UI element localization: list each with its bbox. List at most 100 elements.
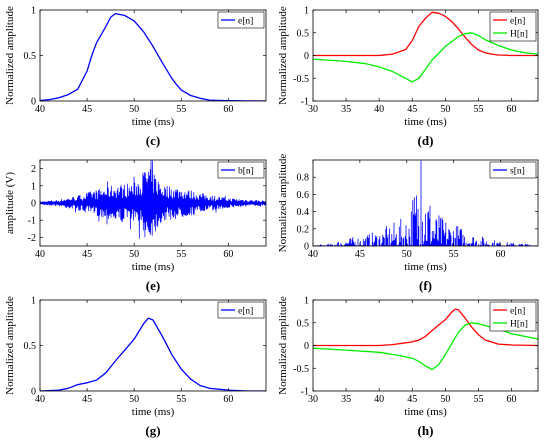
legend-label: b[n]: [238, 167, 254, 177]
y-tick-label: -0.5: [293, 74, 309, 85]
y-tick-label: 1: [31, 296, 36, 307]
panel-caption: (c): [146, 133, 160, 148]
panel-caption: (f): [419, 278, 432, 293]
y-axis-label: Normalized amplitude: [277, 296, 289, 395]
x-tick-label: 40: [35, 249, 45, 260]
panel-caption: (g): [145, 423, 160, 438]
y-tick-label: 0.8: [297, 173, 310, 184]
chart-panel: 30 35 40 45 50 55 60 -1 -0.5 0 0.5 1 time (ms) Normal…: [277, 296, 539, 438]
x-tick-label: 55: [176, 104, 186, 115]
y-tick-label: 0.6: [297, 190, 310, 201]
legend-label: H[n]: [510, 30, 528, 40]
y-tick-label: 0: [304, 341, 309, 352]
series-line: [313, 308, 538, 347]
x-tick-label: 40: [374, 394, 384, 405]
series-line: [313, 11, 538, 57]
y-axis-label: amplitude (V): [4, 172, 16, 234]
y-tick-label: 1: [31, 6, 36, 17]
y-tick-label: 0.5: [24, 51, 37, 62]
chart-panel: 40 45 50 55 60 -2 -1 0 1 2 time (ms) amplitude (V) b…: [4, 159, 267, 293]
y-tick-label: 0: [31, 97, 36, 108]
plot-frame: [312, 159, 539, 247]
y-tick-label: 0.5: [297, 318, 310, 329]
series-line: [40, 160, 266, 239]
x-axis-label: time (ms): [404, 406, 447, 418]
y-tick-label: -1: [301, 387, 309, 398]
x-tick-label: 45: [407, 394, 417, 405]
x-tick-label: 50: [440, 104, 450, 115]
legend-label: e[n]: [510, 17, 525, 27]
series-line: [40, 12, 266, 101]
y-tick-label: -1: [28, 216, 36, 227]
panel-caption: (h): [418, 423, 434, 438]
x-tick-label: 50: [440, 394, 450, 405]
x-tick-label: 60: [223, 104, 233, 115]
panel-caption: (e): [146, 278, 160, 293]
y-axis-label: Normalized amplitude: [4, 6, 16, 105]
chart-panel: 40 45 50 55 60 0 0.5 1 time (ms) Normalized ampli…: [4, 6, 267, 148]
y-tick-label: 1: [304, 296, 309, 307]
x-tick-label: 55: [449, 249, 459, 260]
x-tick-label: 30: [308, 104, 318, 115]
x-tick-label: 60: [223, 249, 233, 260]
y-tick-label: 0: [31, 199, 36, 210]
legend-box: [489, 161, 537, 179]
x-axis-label: time (ms): [132, 406, 175, 418]
y-axis-label: Normalized amplitude: [277, 154, 289, 253]
x-tick-label: 45: [355, 249, 365, 260]
x-tick-label: 40: [374, 104, 384, 115]
y-tick-label: 0.4: [297, 207, 310, 218]
x-tick-label: 40: [35, 104, 45, 115]
y-tick-label: -1: [301, 97, 309, 108]
x-tick-label: 60: [223, 394, 233, 405]
x-tick-label: 55: [176, 394, 186, 405]
x-axis-label: time (ms): [132, 116, 175, 128]
x-tick-label: 55: [473, 394, 483, 405]
y-tick-label: 0: [304, 242, 309, 253]
legend-label: H[n]: [510, 320, 528, 330]
legend-box: [217, 161, 265, 179]
x-tick-label: 50: [129, 249, 139, 260]
legend-box: [489, 301, 537, 332]
y-axis-label: Normalized amplitude: [4, 296, 16, 395]
legend-label: e[n]: [238, 307, 253, 317]
y-tick-label: 1: [304, 6, 309, 17]
series-line: [40, 317, 266, 391]
x-tick-label: 50: [402, 249, 412, 260]
x-tick-label: 45: [82, 249, 92, 260]
series-line: [313, 32, 538, 83]
legend-label: s[n]: [510, 167, 525, 177]
y-tick-label: 1: [31, 181, 36, 192]
y-tick-label: 0: [304, 51, 309, 62]
x-axis-label: time (ms): [404, 116, 447, 128]
x-tick-label: 50: [129, 394, 139, 405]
x-tick-label: 30: [308, 394, 318, 405]
panel-caption: (d): [418, 133, 434, 148]
y-tick-label: 0.5: [24, 341, 37, 352]
legend-box: [217, 11, 265, 29]
legend-label: e[n]: [510, 307, 525, 317]
x-tick-label: 60: [496, 249, 506, 260]
y-axis-label: Normalized amplitude: [277, 6, 289, 105]
y-tick-label: 0.5: [297, 28, 310, 39]
y-tick-label: -2: [28, 233, 36, 244]
x-tick-label: 35: [341, 104, 351, 115]
x-tick-label: 45: [407, 104, 417, 115]
x-tick-label: 40: [35, 394, 45, 405]
x-tick-label: 55: [473, 104, 483, 115]
x-tick-label: 50: [129, 104, 139, 115]
x-tick-label: 45: [82, 394, 92, 405]
y-tick-label: 0: [31, 387, 36, 398]
x-tick-label: 60: [507, 394, 517, 405]
x-tick-label: 45: [82, 104, 92, 115]
y-tick-label: 2: [31, 164, 36, 175]
chart-panel: 40 45 50 55 60 0 0.5 1 time (ms) Normalized ampli…: [4, 296, 267, 438]
chart-panel: 30 35 40 45 50 55 60 -1 -0.5 0 0.5 1 time (ms) Normal…: [277, 6, 539, 148]
x-tick-label: 40: [308, 249, 318, 260]
x-tick-label: 35: [341, 394, 351, 405]
legend-box: [489, 11, 537, 42]
legend-box: [217, 301, 265, 319]
x-axis-label: time (ms): [404, 261, 447, 273]
y-tick-label: -0.5: [293, 364, 309, 375]
